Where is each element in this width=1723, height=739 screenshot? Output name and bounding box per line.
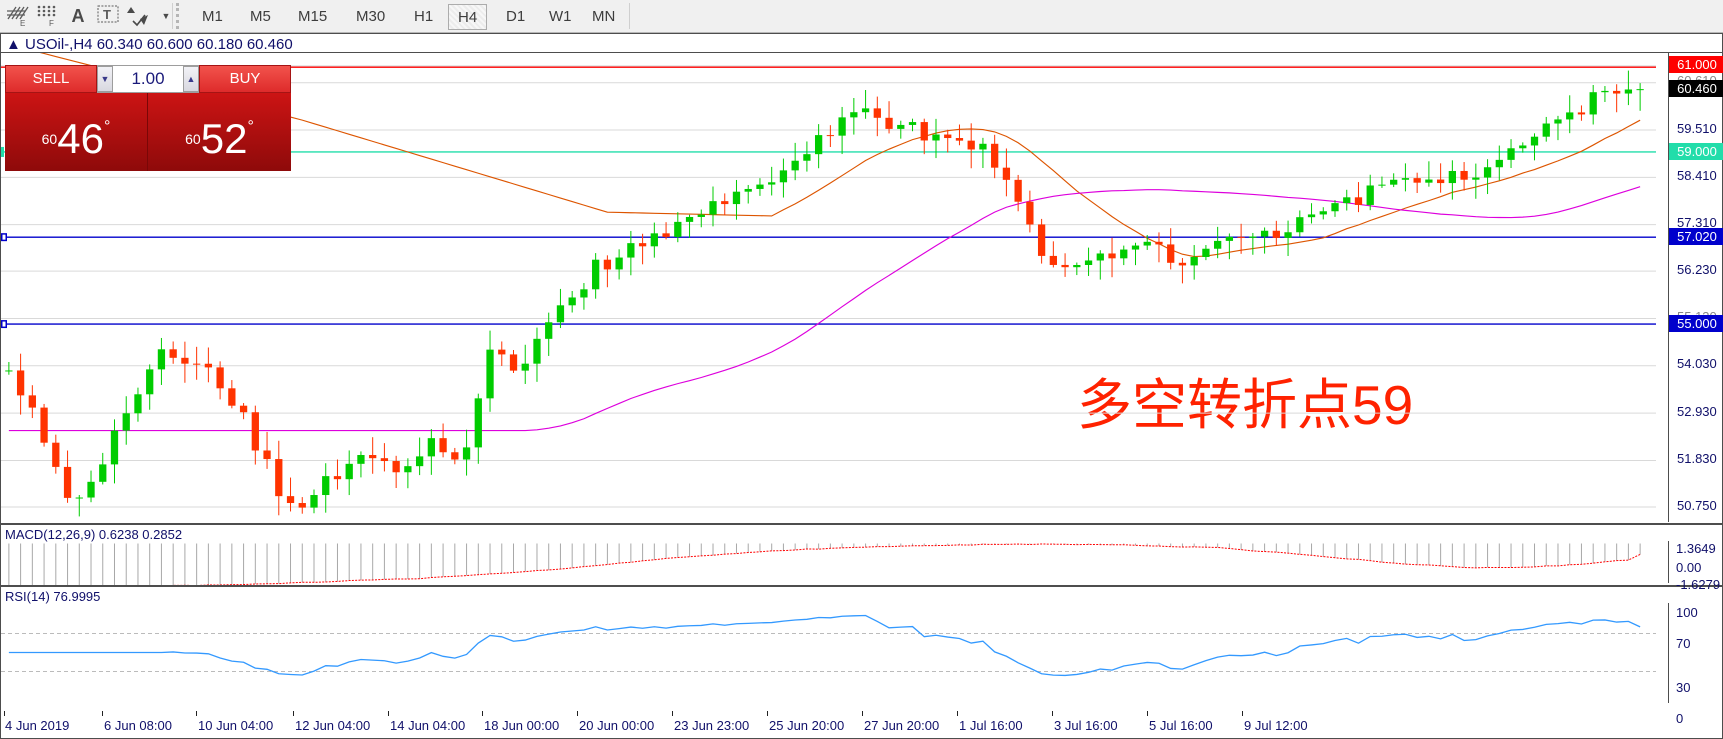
svg-text:F: F	[49, 19, 54, 27]
svg-text:E: E	[20, 19, 25, 27]
svg-text:T: T	[103, 7, 111, 22]
